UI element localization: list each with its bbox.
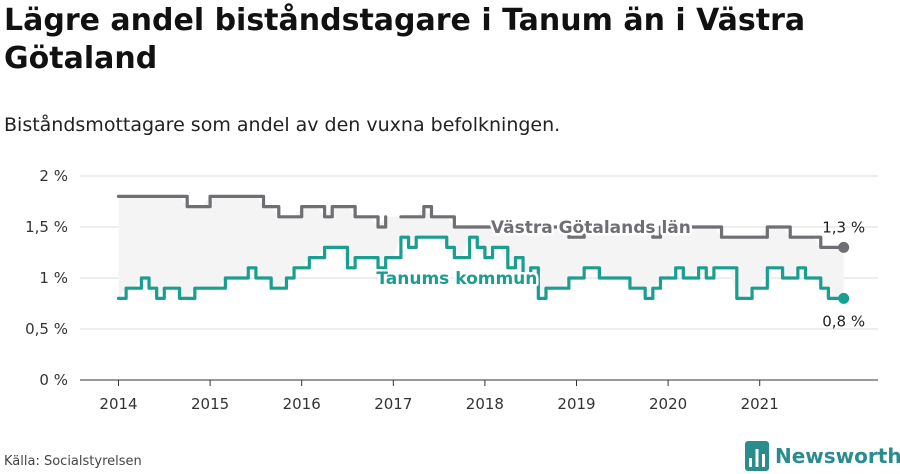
y-tick-label: 0 % [39, 371, 68, 389]
end-point-tanum [838, 292, 850, 304]
chart-subtitle: Biståndsmottagare som andel av den vuxna… [4, 114, 561, 136]
series-label-tanum: Tanums kommun [376, 269, 537, 289]
y-tick-label: 2 % [39, 167, 68, 185]
x-tick-label: 2020 [649, 395, 687, 413]
x-tick-label: 2017 [374, 395, 412, 413]
end-value-label-tanum: 0,8 % [822, 312, 865, 330]
end-value-label-vastra: 1,3 % [822, 218, 865, 236]
brand-logo: Newsworthy [745, 440, 900, 472]
bar-chart-icon [745, 441, 769, 471]
brand-name: Newsworthy [775, 444, 900, 468]
source-note: Källa: Socialstyrelsen [4, 454, 142, 469]
chart-title: Lägre andel biståndstagare i Tanum än i … [4, 3, 806, 76]
end-point-vastra [838, 241, 850, 253]
series-line-tanum [116, 235, 846, 300]
y-tick-label: 0,5 % [25, 320, 68, 338]
x-tick-label: 2015 [191, 395, 229, 413]
x-tick-label: 2014 [99, 395, 137, 413]
series-line-vastra [116, 194, 846, 249]
x-tick-label: 2018 [466, 395, 504, 413]
y-tick-label: 1,5 % [25, 218, 68, 236]
x-tick-label: 2016 [283, 395, 321, 413]
series-label-vastra: Västra Götalands län [491, 218, 691, 238]
y-tick-label: 1 % [39, 269, 68, 287]
x-tick-label: 2019 [557, 395, 595, 413]
x-tick-label: 2021 [741, 395, 779, 413]
